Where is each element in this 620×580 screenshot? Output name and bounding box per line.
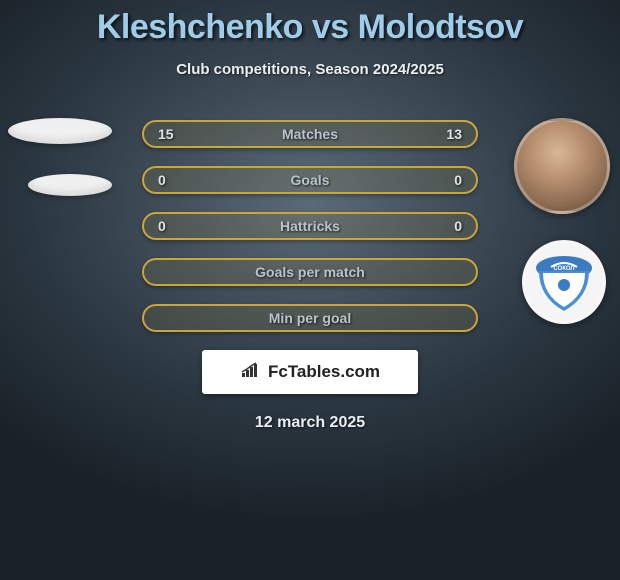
brand-text: FcTables.com <box>268 362 380 382</box>
stat-row-min-per-goal: Min per goal <box>142 304 478 332</box>
date-label: 12 march 2025 <box>0 414 620 432</box>
stat-label: Goals per match <box>182 264 438 280</box>
stat-row-goals: 0 Goals 0 <box>142 166 478 194</box>
right-player-column: СОКОЛ <box>514 118 610 324</box>
club-badge-icon: СОКОЛ <box>528 246 600 318</box>
stat-right-value: 0 <box>438 172 462 188</box>
stat-label: Min per goal <box>182 310 438 326</box>
stat-row-matches: 15 Matches 13 <box>142 120 478 148</box>
stat-label: Goals <box>182 172 438 188</box>
right-club-badge: СОКОЛ <box>522 240 606 324</box>
left-player-avatar <box>8 118 112 144</box>
stat-label: Hattricks <box>182 218 438 234</box>
stat-left-value: 0 <box>158 218 182 234</box>
stat-rows: 15 Matches 13 0 Goals 0 0 Hattricks 0 Go… <box>142 120 478 332</box>
page-title: Kleshchenko vs Molodtsov <box>0 8 620 47</box>
stat-row-goals-per-match: Goals per match <box>142 258 478 286</box>
brand-chart-icon <box>240 361 262 384</box>
svg-text:СОКОЛ: СОКОЛ <box>553 266 574 272</box>
left-club-badge <box>28 174 112 196</box>
stat-row-hattricks: 0 Hattricks 0 <box>142 212 478 240</box>
right-player-avatar <box>514 118 610 214</box>
subtitle: Club competitions, Season 2024/2025 <box>0 61 620 78</box>
stat-left-value: 15 <box>158 126 182 142</box>
left-player-column <box>8 118 112 196</box>
stat-right-value: 0 <box>438 218 462 234</box>
brand-box: FcTables.com <box>202 350 418 394</box>
stat-right-value: 13 <box>438 126 462 142</box>
stat-left-value: 0 <box>158 172 182 188</box>
stat-label: Matches <box>182 126 438 142</box>
comparison-panel: СОКОЛ 15 Matches 13 0 Goals 0 0 Hattrick… <box>0 120 620 432</box>
